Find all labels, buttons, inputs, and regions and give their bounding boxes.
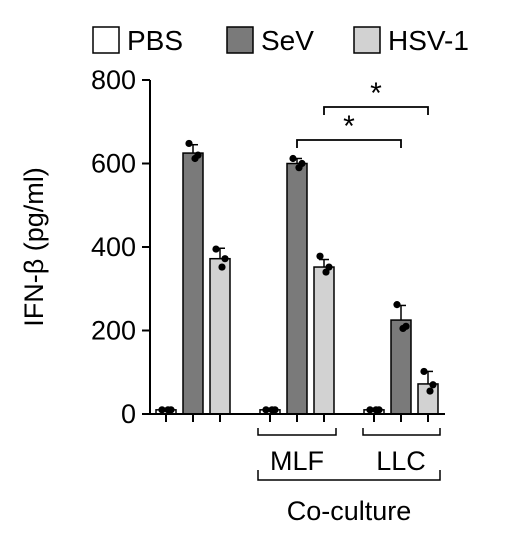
bar-sev [390, 319, 412, 415]
data-point [191, 154, 199, 163]
legend-swatch [226, 26, 254, 54]
data-point [295, 164, 303, 172]
legend-swatch [92, 26, 120, 54]
data-point [366, 406, 374, 414]
legend-label: PBS [127, 25, 183, 56]
y-tick-label: 400 [91, 232, 136, 262]
significance-star: * [370, 77, 382, 110]
data-point [393, 301, 401, 309]
y-tick-label: 600 [91, 149, 136, 179]
data-point [372, 406, 380, 414]
data-point [158, 406, 166, 414]
y-tick-label: 200 [91, 316, 136, 346]
data-point [426, 387, 434, 395]
y-tick-label: 0 [121, 399, 136, 429]
x-axis: MLF LLC Co-culture [150, 413, 445, 526]
group-label: MLF [270, 446, 324, 476]
co-culture-bracket [257, 470, 441, 481]
group-bracket [362, 428, 441, 436]
data-point [289, 154, 297, 163]
bar-hsv-1 [209, 257, 231, 415]
y-axis: 0 200 400 600 800 [91, 65, 151, 429]
significance-bracket [296, 139, 402, 148]
bar-hsv-1 [313, 266, 335, 415]
data-point [420, 367, 428, 376]
co-culture-label: Co-culture [287, 496, 412, 526]
data-point [221, 255, 229, 263]
data-point [212, 245, 220, 253]
legend-label: SeV [261, 25, 314, 56]
data-point [429, 381, 437, 389]
legend-label: HSV-1 [388, 25, 469, 56]
significance-brackets: ** [296, 77, 429, 148]
y-axis-label: IFN-β (pg/ml) [19, 167, 49, 327]
group-bracket [257, 428, 337, 436]
bar-sev [286, 162, 308, 415]
group-label: LLC [376, 446, 426, 476]
y-tick-label: 800 [91, 65, 136, 95]
legend-swatch [353, 26, 381, 54]
data-point [185, 139, 193, 148]
data-point [316, 252, 324, 260]
legend: PBS SeV HSV-1 [92, 25, 469, 56]
data-point [262, 406, 270, 414]
bar-sev [182, 152, 204, 415]
bars [155, 139, 439, 415]
data-point [218, 263, 226, 271]
data-point [322, 268, 330, 276]
data-point [399, 324, 407, 333]
significance-bracket [323, 106, 429, 115]
significance-star: * [343, 110, 355, 143]
data-point [268, 406, 276, 414]
data-point [164, 406, 172, 414]
